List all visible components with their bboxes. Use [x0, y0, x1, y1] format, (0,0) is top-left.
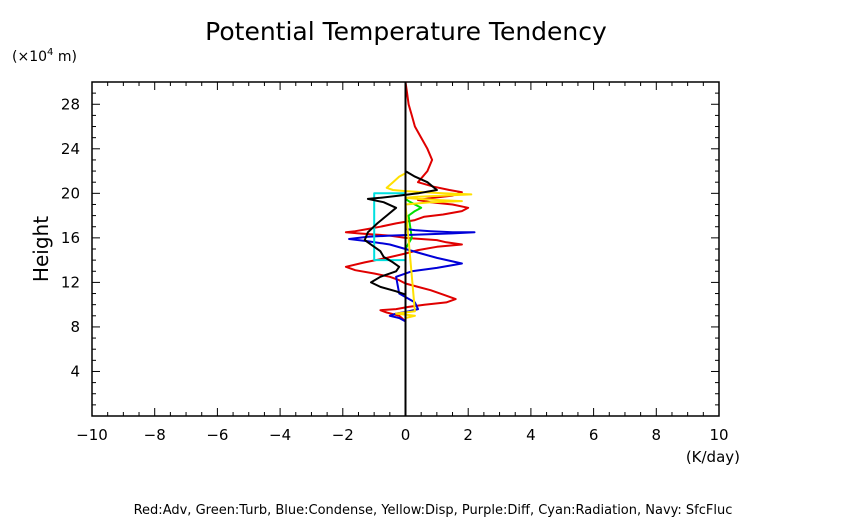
- series-line-disp: [385, 172, 473, 319]
- x-tick-label: 6: [589, 426, 599, 444]
- series-layer: [344, 81, 476, 416]
- x-tick-label: −10: [76, 426, 108, 444]
- x-tick-label: −6: [206, 426, 228, 444]
- y-tick-label: 12: [61, 273, 80, 291]
- y-axis-unit: (×104 m): [12, 47, 77, 65]
- x-axis-unit: (K/day): [686, 448, 740, 466]
- x-tick-label: 10: [709, 426, 728, 444]
- series-line-condense: [348, 228, 476, 416]
- x-tick-label: 8: [652, 426, 662, 444]
- y-tick-label: 4: [70, 362, 80, 380]
- x-tick-label: −4: [269, 426, 291, 444]
- x-tick-label: 2: [463, 426, 473, 444]
- y-axis-label: Height: [29, 216, 53, 282]
- series-line-net: [363, 170, 438, 296]
- x-tick-label: 0: [401, 426, 411, 444]
- y-unit-exponent: 4: [47, 47, 53, 58]
- x-tick-label: −2: [332, 426, 354, 444]
- x-tick-label: −8: [144, 426, 166, 444]
- y-tick-label: 16: [61, 229, 80, 247]
- y-tick-label: 8: [70, 318, 80, 336]
- y-tick-label: 28: [61, 95, 80, 113]
- y-tick-label: 20: [61, 184, 80, 202]
- y-unit-suffix: m): [53, 49, 77, 65]
- chart-title: Potential Temperature Tendency: [205, 17, 607, 46]
- y-tick-label: 24: [61, 140, 80, 158]
- x-tick-label: 4: [526, 426, 536, 444]
- y-unit-prefix: (×10: [12, 49, 47, 65]
- legend-text: Red:Adv, Green:Turb, Blue:Condense, Yell…: [134, 503, 733, 518]
